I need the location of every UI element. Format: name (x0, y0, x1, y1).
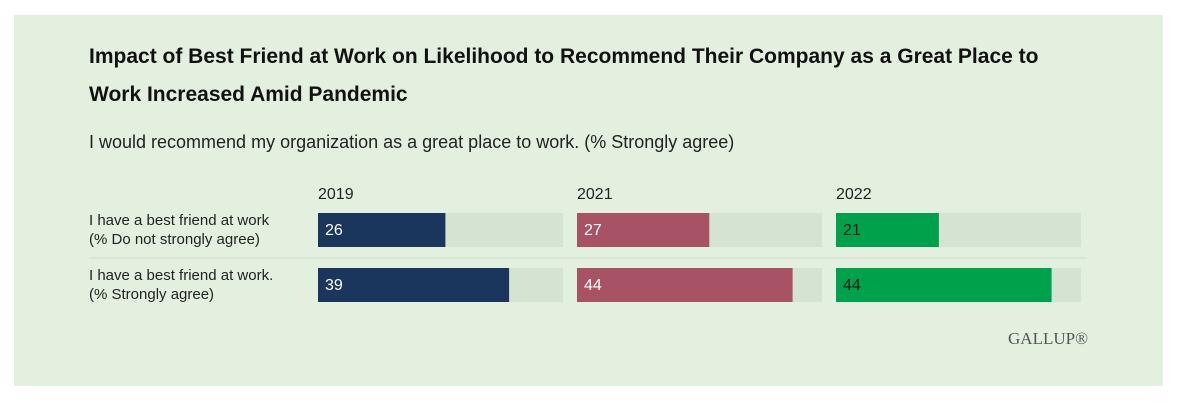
category-label: (% Strongly agree) (89, 286, 214, 303)
bar-value-label: 26 (325, 222, 343, 239)
source-logo: GALLUP® (1008, 329, 1088, 348)
category-label: I have a best friend at work. (89, 267, 273, 284)
panel-header: 2022 (836, 186, 872, 203)
panel-header: 2019 (318, 186, 354, 203)
bar (836, 213, 939, 247)
chart-subtitle: I would recommend my organization as a g… (89, 132, 735, 152)
bar (577, 268, 793, 302)
bar-value-label: 21 (843, 222, 861, 239)
bar (318, 268, 510, 302)
bar-value-label: 27 (584, 222, 602, 239)
category-label: (% Do not strongly agree) (89, 231, 260, 248)
bar-value-label: 44 (843, 277, 861, 294)
chart-title: Impact of Best Friend at Work on Likelih… (89, 45, 1039, 106)
category-label: I have a best friend at work (89, 212, 270, 229)
bar (318, 213, 446, 247)
bar-value-label: 39 (325, 277, 343, 294)
bar-value-label: 44 (584, 277, 602, 294)
panel-header: 2021 (577, 186, 613, 203)
chart-panel (14, 15, 1163, 386)
bar (836, 268, 1052, 302)
bar (577, 213, 710, 247)
